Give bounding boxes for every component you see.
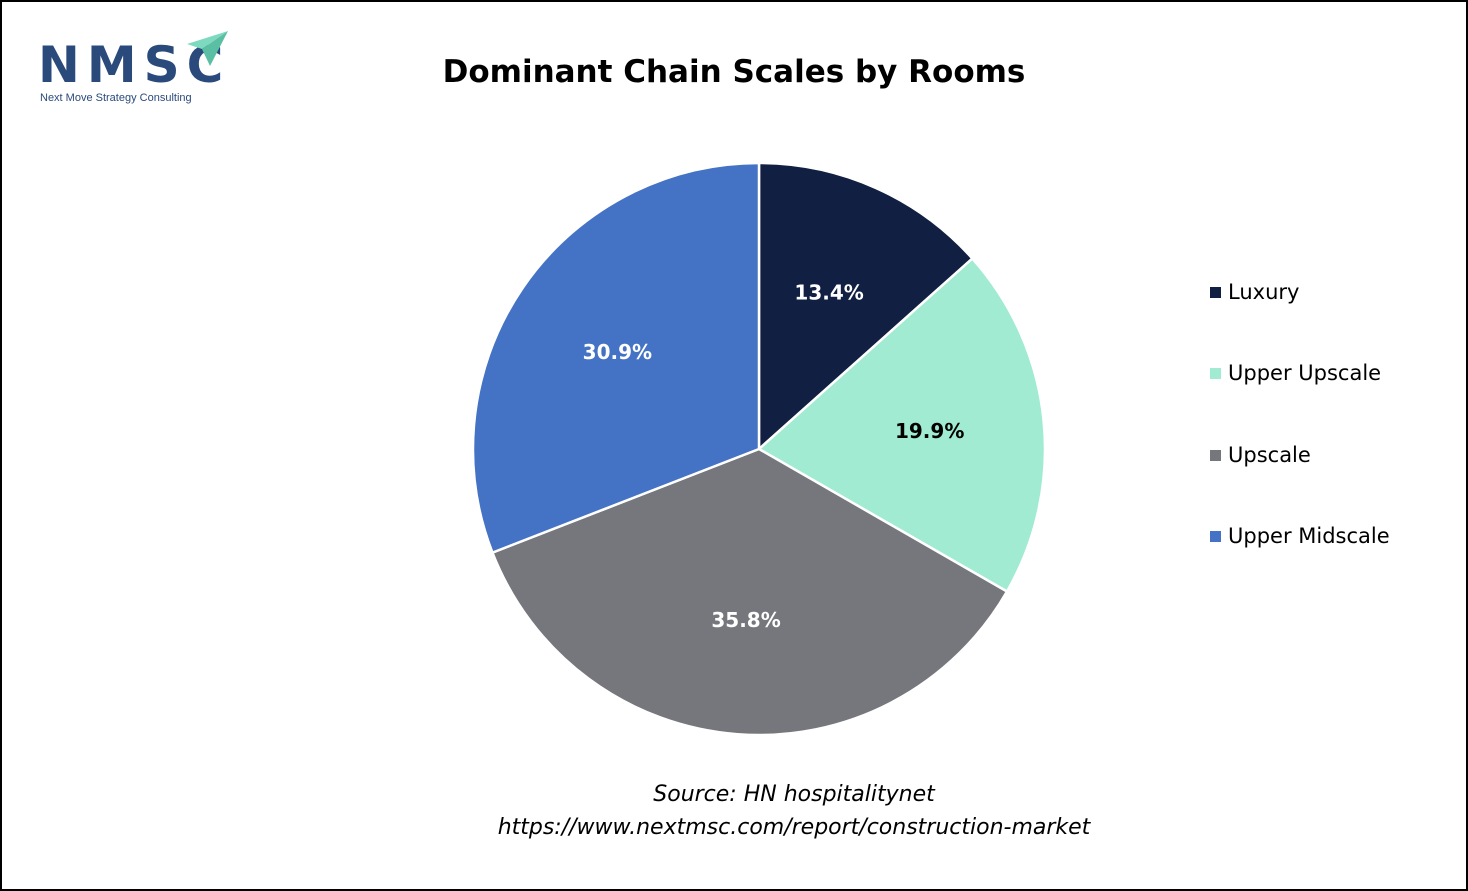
legend-item-upper-upscale: Upper Upscale [1210, 361, 1381, 385]
legend-label: Upscale [1228, 443, 1311, 467]
source-url: https://www.nextmsc.com/report/construct… [497, 815, 1091, 840]
pie-slice-luxury [757, 161, 975, 452]
pie-slice-upscale [490, 447, 1009, 737]
paper-plane-arrow-icon [187, 31, 228, 66]
legend-label: Upper Midscale [1228, 524, 1390, 548]
data-label-upper-upscale: 19.9% [895, 419, 964, 443]
chart-title: Dominant Chain Scales by Rooms [442, 54, 1026, 90]
legend-label: Upper Upscale [1228, 361, 1382, 385]
pie-slice-upper-midscale [471, 161, 761, 555]
legend-item-upper-midscale: Upper Midscale [1210, 524, 1390, 548]
legend-swatch [1210, 367, 1221, 379]
data-label-luxury: 13.4% [794, 280, 863, 304]
data-label-upscale: 35.8% [711, 608, 780, 632]
legend-item-luxury: Luxury [1210, 280, 1299, 304]
data-label-upper-midscale: 30.9% [583, 340, 652, 364]
legend-item-upscale: Upscale [1210, 443, 1311, 467]
source-note: Source: HN hospitalitynet https://www.ne… [2, 778, 1468, 844]
legend-swatch [1210, 449, 1221, 461]
logo-tagline: Next Move Strategy Consulting [40, 92, 192, 104]
legend-swatch [1210, 286, 1221, 298]
pie-slice-upper-upscale [756, 256, 1047, 594]
legend-label: Luxury [1228, 280, 1300, 304]
nmsc-logo: NMSC Next Move Strategy Consulting [36, 30, 236, 110]
legend-swatch [1210, 530, 1221, 542]
source-line: Source: HN hospitalitynet [653, 782, 935, 807]
logo-text: NMSC [38, 36, 231, 94]
